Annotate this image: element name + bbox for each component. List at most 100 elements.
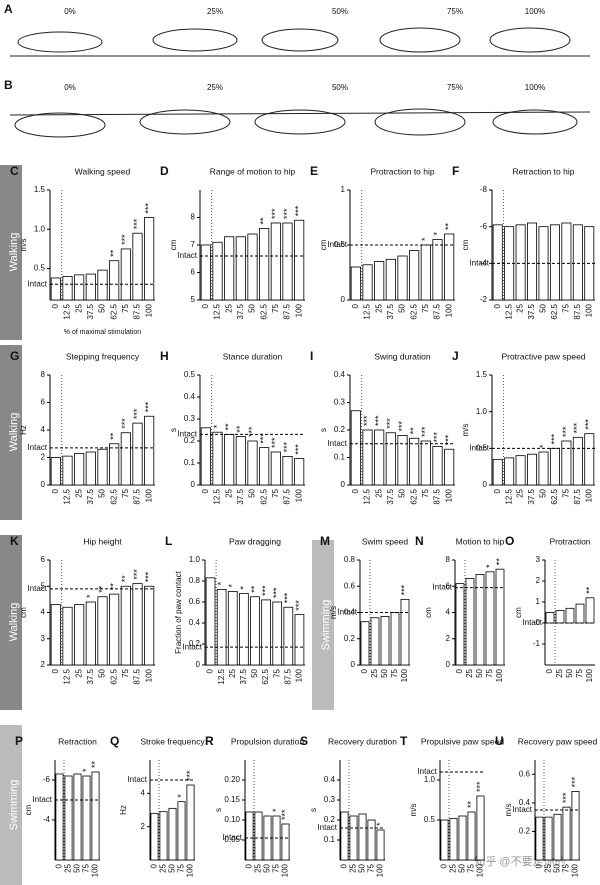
bar xyxy=(239,593,249,666)
panel-letter: T xyxy=(400,734,408,748)
y-axis-label: cm xyxy=(424,607,433,618)
mouse xyxy=(489,27,571,53)
significance: ** xyxy=(584,586,594,594)
bar xyxy=(212,431,223,486)
y-tick-label: -8 xyxy=(480,185,488,194)
y-axis-label: cm xyxy=(19,607,28,618)
bar xyxy=(109,593,120,666)
intact-label: Intact xyxy=(469,443,489,452)
y-axis-label: m/s xyxy=(19,239,28,252)
bar xyxy=(227,591,238,666)
significance: * xyxy=(176,794,186,798)
y-tick-label: 0.2 xyxy=(519,827,531,836)
bar xyxy=(367,819,376,861)
x-tick-label: 50 xyxy=(553,863,562,872)
y-tick-label: 0.1 xyxy=(324,835,336,844)
intact-label: Intact xyxy=(222,833,242,842)
panel-letter: F xyxy=(452,164,459,178)
x-tick-label: 87.5 xyxy=(283,488,292,504)
x-tick-label: 87.5 xyxy=(573,303,582,319)
y-axis-label: cm xyxy=(24,804,33,815)
y-tick-label: 4 xyxy=(141,788,146,797)
y-tick-label: 0.2 xyxy=(344,634,356,643)
significance: * xyxy=(432,232,442,236)
x-tick-label: 37.5 xyxy=(386,488,395,504)
significance: ** xyxy=(120,575,130,583)
x-tick-label: 100 xyxy=(584,488,593,502)
significance: *** xyxy=(374,415,384,426)
stimulation-label: 25% xyxy=(207,7,223,16)
x-tick-label: 37.5 xyxy=(527,303,536,319)
y-tick-label: 0.3 xyxy=(334,398,346,407)
x-tick-label: 100 xyxy=(584,303,593,317)
y-tick-label: 5 xyxy=(41,581,46,590)
x-tick-label: 75 xyxy=(367,863,376,872)
bar xyxy=(150,812,159,861)
bar xyxy=(132,232,143,301)
x-tick-label: 50 xyxy=(250,668,259,677)
x-tick-label: 75 xyxy=(421,488,430,497)
x-tick-label: 100 xyxy=(571,863,580,877)
bar xyxy=(575,603,585,624)
panel-letter: S xyxy=(300,734,308,748)
significance: *** xyxy=(144,571,154,582)
significance: *** xyxy=(549,433,559,444)
x-tick-label: 50 xyxy=(248,488,257,497)
x-tick-label: 37.5 xyxy=(86,303,95,319)
stimulation-label: 25% xyxy=(207,83,223,92)
x-tick-label: 75 xyxy=(575,668,584,677)
y-tick-label: 0 xyxy=(341,480,346,489)
y-tick-label: 6 xyxy=(41,398,46,407)
bar xyxy=(73,773,82,861)
y-tick-label: 0.2 xyxy=(189,639,201,648)
bar xyxy=(492,458,503,486)
y-axis-label: m/s xyxy=(329,606,338,619)
y-tick-label: 0.5 xyxy=(334,240,346,249)
bar xyxy=(485,571,495,666)
x-tick-label: 87.5 xyxy=(133,303,142,319)
chart-title: Stance duration xyxy=(223,351,283,361)
significance: *** xyxy=(270,208,280,219)
bar xyxy=(374,429,385,486)
bar xyxy=(544,816,553,861)
significance: ** xyxy=(224,423,234,431)
x-tick-label: 100 xyxy=(144,668,153,682)
bar xyxy=(62,606,73,666)
significance: *** xyxy=(132,218,142,229)
stimulation-label: 50% xyxy=(332,7,348,16)
x-tick-label: 100 xyxy=(295,668,304,682)
significance: ** xyxy=(249,585,259,593)
bar xyxy=(212,241,223,301)
significance: *** xyxy=(282,208,292,219)
y-tick-label: 6 xyxy=(191,268,196,277)
side-label: Walking xyxy=(8,603,20,642)
x-tick-label: 87.5 xyxy=(283,668,292,684)
bar xyxy=(254,811,263,861)
x-tick-label: 87.5 xyxy=(133,668,142,684)
panel-letter: A xyxy=(4,2,13,16)
y-tick-label: 0.8 xyxy=(189,576,201,585)
x-tick-label: 50 xyxy=(98,303,107,312)
y-tick-label: 1.0 xyxy=(476,407,488,416)
bar xyxy=(205,577,216,666)
y-tick-label: -6 xyxy=(43,775,51,784)
significance: ** xyxy=(444,222,454,230)
y-tick-label: 0.6 xyxy=(344,581,356,590)
x-tick-label: 0 xyxy=(55,863,64,868)
significance: ** xyxy=(109,249,119,257)
significance: *** xyxy=(132,569,142,580)
bar xyxy=(440,819,449,861)
y-tick-label: 0 xyxy=(351,660,356,669)
x-tick-label: 0 xyxy=(245,863,254,868)
significance: *** xyxy=(120,418,130,429)
bar xyxy=(495,568,505,666)
y-axis-label: s xyxy=(309,808,318,812)
bar xyxy=(538,451,549,486)
chart-title: Retraction to hip xyxy=(513,166,575,176)
mouse xyxy=(14,112,106,138)
significance: *** xyxy=(294,444,304,455)
x-tick-label: 75 xyxy=(272,863,281,872)
stimulation-label: 75% xyxy=(447,83,463,92)
significance: * xyxy=(538,444,548,448)
panel-letter: R xyxy=(205,734,214,748)
